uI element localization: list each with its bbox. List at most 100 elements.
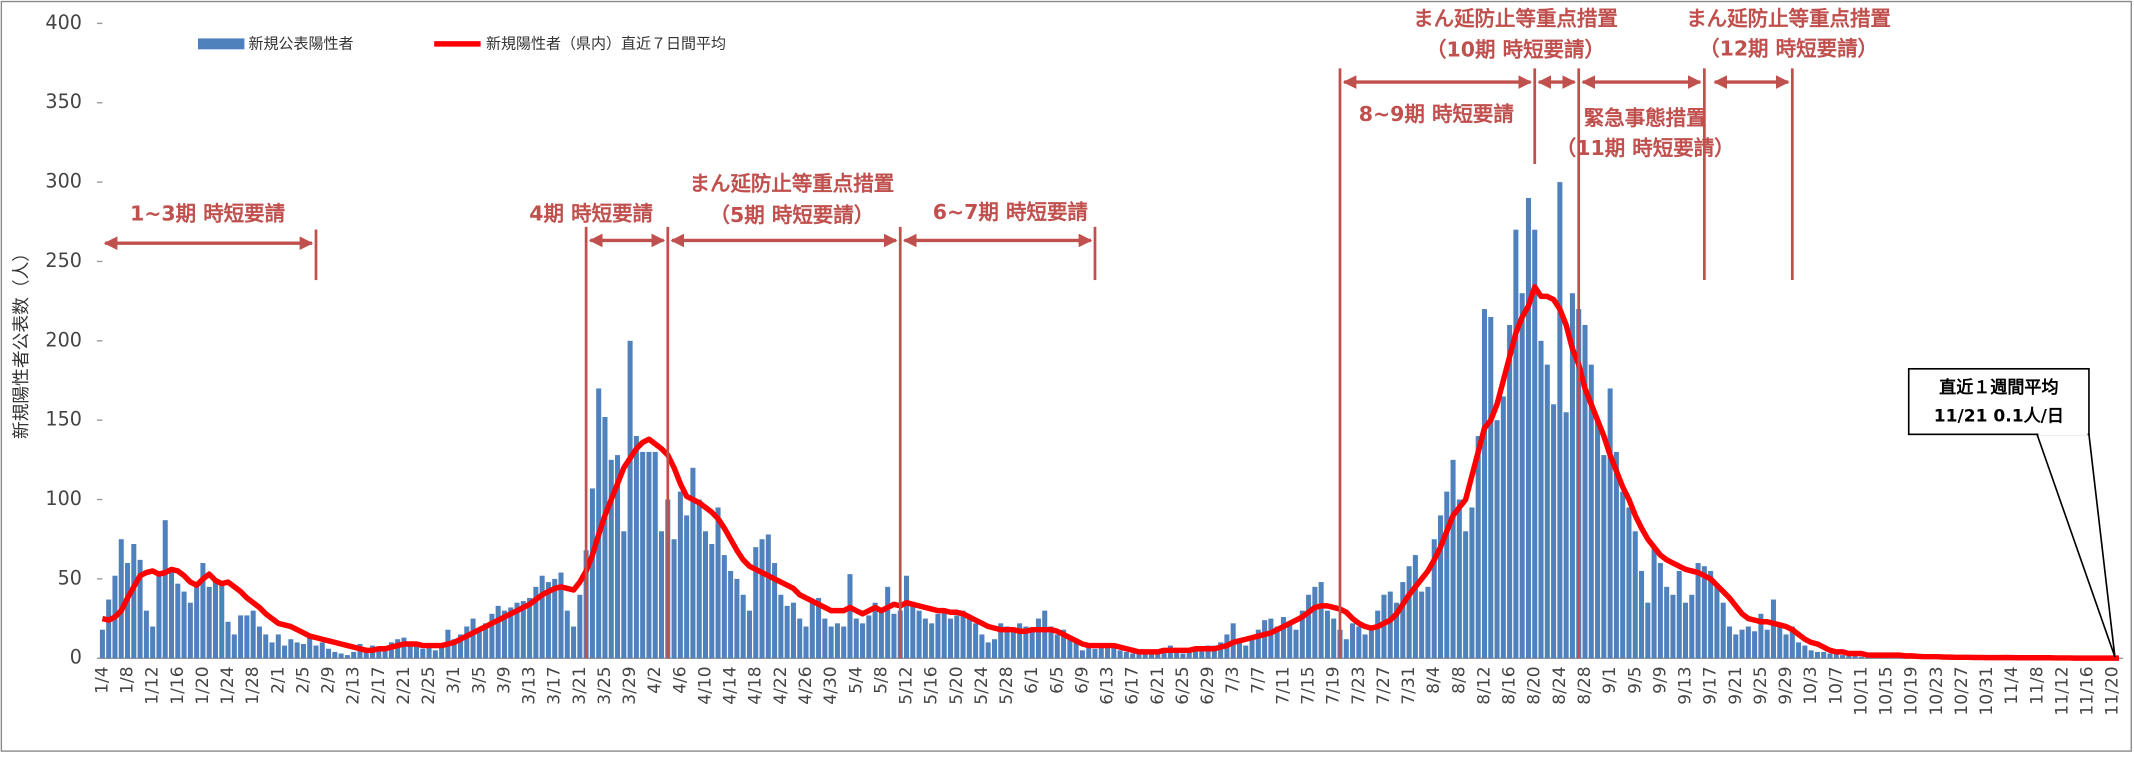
- x-tick-label: 10/31: [1977, 666, 1997, 715]
- bar: [1745, 626, 1751, 659]
- bar: [181, 591, 187, 659]
- bar: [1004, 626, 1010, 659]
- x-tick-label: 1/4: [92, 666, 112, 693]
- bar: [1833, 653, 1839, 659]
- x-tick-label: 4/26: [796, 666, 816, 704]
- bar: [1180, 653, 1186, 659]
- bar: [206, 586, 212, 659]
- bar: [1444, 491, 1450, 659]
- x-tick-label: 3/13: [520, 666, 540, 704]
- annotation-text: （5期 時短要請）: [710, 203, 875, 227]
- bar: [1067, 639, 1073, 659]
- y-tick-label: 250: [45, 249, 81, 272]
- x-tick-label: 10/15: [1877, 666, 1897, 715]
- x-tick-label: 2/5: [293, 666, 313, 693]
- bar: [640, 451, 646, 659]
- x-tick-label: 9/29: [1776, 666, 1796, 704]
- bar: [1607, 388, 1613, 659]
- bar: [1582, 324, 1588, 659]
- x-tick-label: 6/13: [1098, 666, 1118, 704]
- x-tick-label: 3/5: [469, 666, 489, 693]
- x-tick-label: 5/20: [947, 666, 967, 704]
- bar: [470, 618, 476, 659]
- bar: [715, 507, 721, 659]
- x-tick-label: 5/8: [871, 666, 891, 693]
- x-tick-label: 1/24: [218, 666, 238, 704]
- bar: [156, 570, 162, 659]
- bar: [1846, 655, 1852, 659]
- bar: [1123, 651, 1129, 659]
- bar: [1218, 642, 1224, 659]
- bar: [1205, 645, 1211, 659]
- bar: [797, 618, 803, 659]
- bar: [1469, 507, 1475, 659]
- bar: [998, 623, 1004, 659]
- bar: [319, 642, 325, 659]
- x-tick-label: 9/13: [1676, 666, 1696, 704]
- bar: [916, 610, 922, 659]
- bar: [1645, 602, 1651, 659]
- bar: [1519, 293, 1525, 659]
- bar: [1626, 507, 1632, 659]
- x-tick-label: 8/20: [1525, 666, 1545, 704]
- y-tick-label: 150: [45, 408, 81, 431]
- bar: [1758, 613, 1764, 659]
- x-tick-label: 7/27: [1374, 666, 1394, 704]
- bar: [1343, 639, 1349, 659]
- bar: [834, 623, 840, 659]
- bar: [1299, 610, 1305, 659]
- bar: [118, 539, 124, 659]
- bar: [194, 582, 200, 659]
- bar: [1601, 455, 1607, 659]
- x-tick-label: 2/9: [319, 666, 339, 693]
- bar: [1324, 610, 1330, 659]
- bar: [168, 570, 175, 659]
- x-tick-label: 4/18: [746, 666, 766, 704]
- x-tick-label: 7/31: [1399, 666, 1419, 704]
- bar: [307, 637, 313, 659]
- annotation-text: 4期 時短要請: [529, 202, 653, 226]
- x-tick-label: 7/3: [1223, 666, 1243, 693]
- bar: [1117, 650, 1123, 659]
- bar: [1406, 566, 1412, 659]
- bar: [954, 615, 960, 659]
- bar: [765, 534, 771, 659]
- bar: [1186, 651, 1192, 659]
- bar: [922, 618, 928, 659]
- x-tick-label: 6/1: [1022, 666, 1042, 693]
- bar: [1318, 582, 1324, 659]
- bar: [947, 618, 954, 659]
- bar: [1035, 618, 1041, 659]
- bar: [1525, 197, 1531, 659]
- bar: [363, 650, 369, 659]
- bar: [476, 629, 482, 659]
- bar: [1136, 651, 1142, 659]
- bar: [131, 543, 137, 659]
- x-tick-label: 6/25: [1173, 666, 1193, 704]
- bar: [1670, 594, 1676, 659]
- bar: [1010, 629, 1016, 659]
- bar: [822, 618, 828, 659]
- bar: [489, 613, 495, 659]
- bar: [1557, 182, 1563, 659]
- bar: [1381, 594, 1387, 659]
- bar: [816, 597, 822, 659]
- bar: [143, 610, 149, 659]
- bar: [1714, 586, 1720, 659]
- y-tick-label: 300: [45, 170, 81, 193]
- bar: [1720, 602, 1726, 659]
- bar: [200, 563, 206, 659]
- annotation-text: 緊急事態措置: [1584, 106, 1707, 130]
- x-tick-label: 5/16: [922, 666, 942, 704]
- callout-box: [1907, 367, 2090, 436]
- bar: [1017, 623, 1023, 659]
- x-tick-label: 10/27: [1952, 666, 1972, 715]
- bar: [828, 626, 834, 659]
- bar: [1375, 610, 1381, 659]
- bar: [300, 643, 306, 659]
- bar: [1149, 651, 1155, 659]
- bar: [621, 531, 627, 659]
- bar: [904, 575, 910, 659]
- bar: [1682, 602, 1689, 659]
